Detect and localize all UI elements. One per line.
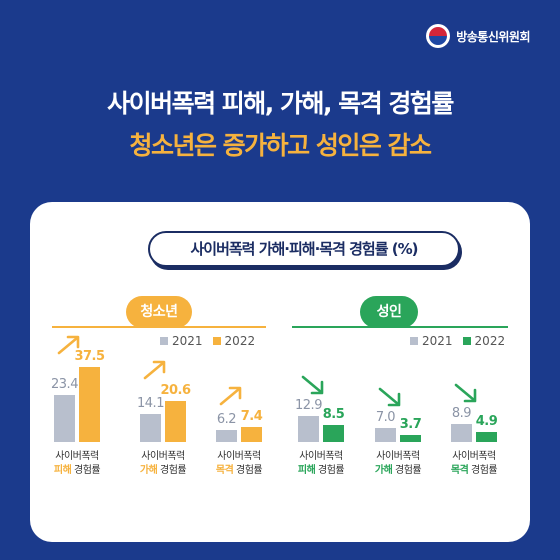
adult-bar-2022-2 <box>476 432 497 442</box>
category-suffix: 경험률 <box>157 465 187 476</box>
youth-legend: 2021 2022 <box>150 334 255 348</box>
arrow-up-right-icon <box>57 335 80 355</box>
category-suffix: 경험률 <box>315 465 345 476</box>
arrow-up-right-icon <box>219 386 242 406</box>
category-highlight: 목격 <box>215 465 234 476</box>
category-highlight: 가해 <box>139 465 158 476</box>
adult-label-2022-2: 4.9 <box>475 414 498 430</box>
category-highlight: 피해 <box>53 465 72 476</box>
adult-label-2022-1: 3.7 <box>399 416 422 432</box>
headline-line1: 사이버폭력 피해, 가해, 목격 경험률 <box>107 89 454 118</box>
youth-label-2022-1: 20.6 <box>160 382 191 398</box>
legend-label-2022: 2022 <box>224 334 256 348</box>
youth-label-2021-0: 23.4 <box>51 377 78 393</box>
category-highlight: 목격 <box>450 465 469 476</box>
headline: 사이버폭력 피해, 가해, 목격 경험률 청소년은 증가하고 성인은 감소 <box>0 86 560 166</box>
category-prefix: 사이버폭력 <box>299 451 343 462</box>
org-header: 방송통신위원회 <box>426 24 530 48</box>
arrow-down-right-icon <box>301 375 324 395</box>
legend-label-2021: 2021 <box>422 334 453 348</box>
adult-label-2021-2: 8.9 <box>451 406 472 422</box>
chart-card: 사이버폭력 가해·피해·목격 경험률 (%) 청소년 2021 2022 성인 … <box>30 202 530 542</box>
category-prefix: 사이버폭력 <box>452 451 496 462</box>
category-suffix: 경험률 <box>392 465 422 476</box>
category-suffix: 경험률 <box>468 465 498 476</box>
adult-bar-2022-0 <box>323 425 344 442</box>
legend-swatch-2021 <box>160 337 168 345</box>
category-highlight: 가해 <box>374 465 393 476</box>
youth-bar-2021-0 <box>54 395 75 442</box>
youth-bar-2021-2 <box>216 429 237 442</box>
category-suffix: 경험률 <box>71 465 101 476</box>
arrow-up-right-icon <box>143 360 166 380</box>
category-prefix: 사이버폭력 <box>141 451 185 462</box>
legend-label-2021: 2021 <box>172 334 203 348</box>
legend-swatch-2021 <box>410 337 418 345</box>
adult-legend: 2021 2022 <box>400 334 505 348</box>
arrow-down-right-icon <box>378 387 401 407</box>
category-prefix: 사이버폭력 <box>55 451 99 462</box>
legend-label-2022: 2022 <box>474 334 506 348</box>
adult-label-2021-0: 12.9 <box>295 398 322 414</box>
taegeuk-logo-icon <box>426 24 451 48</box>
chart-title: 사이버폭력 가해·피해·목격 경험률 (%) <box>148 231 460 267</box>
youth-bar-2022-0 <box>79 367 100 442</box>
arrow-down-right-icon <box>454 383 477 403</box>
adult-bar-2021-2 <box>451 424 472 442</box>
legend-swatch-2022 <box>462 337 471 345</box>
youth-label-2022-2: 7.4 <box>240 409 263 425</box>
adult-bar-2021-1 <box>375 428 396 442</box>
category-suffix: 경험률 <box>233 465 263 476</box>
adult-label-2022-0: 8.5 <box>322 407 345 422</box>
youth-label-2021-2: 6.2 <box>216 411 237 427</box>
youth-label-2022-0: 37.5 <box>74 349 105 364</box>
category-prefix: 사이버폭력 <box>217 451 261 462</box>
category-prefix: 사이버폭력 <box>376 451 420 462</box>
youth-bar-2022-2 <box>241 427 262 442</box>
adult-bar-2022-1 <box>400 434 421 442</box>
youth-badge: 청소년 <box>126 296 192 328</box>
adult-badge: 성인 <box>360 296 418 328</box>
youth-bar-2021-1 <box>140 413 161 442</box>
org-name: 방송통신위원회 <box>456 29 530 44</box>
youth-label-2021-1: 14.1 <box>137 395 164 411</box>
legend-swatch-2022 <box>212 337 221 345</box>
adult-label-2021-1: 7.0 <box>375 410 396 425</box>
adult-bar-2021-0 <box>298 416 319 442</box>
category-highlight: 피해 <box>297 465 316 476</box>
youth-bar-2022-1 <box>165 400 186 442</box>
headline-line2: 청소년은 증가하고 성인은 감소 <box>129 131 432 160</box>
